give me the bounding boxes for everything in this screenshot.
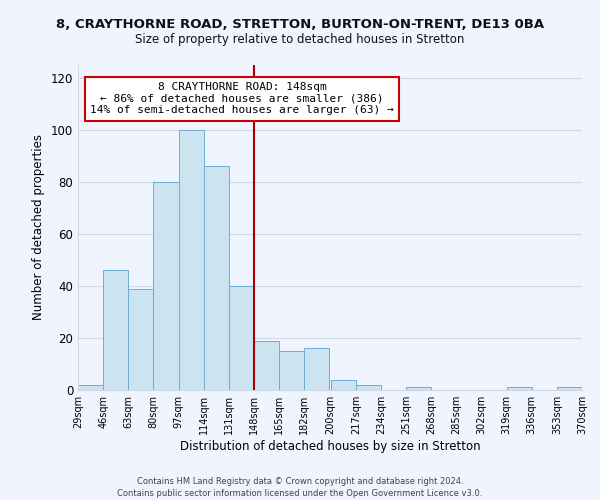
Bar <box>229 286 254 390</box>
Text: 8, CRAYTHORNE ROAD, STRETTON, BURTON-ON-TRENT, DE13 0BA: 8, CRAYTHORNE ROAD, STRETTON, BURTON-ON-… <box>56 18 544 30</box>
Bar <box>103 270 128 390</box>
Y-axis label: Number of detached properties: Number of detached properties <box>32 134 45 320</box>
Bar <box>406 388 431 390</box>
Bar <box>203 166 229 390</box>
Bar <box>557 388 582 390</box>
Bar <box>154 182 179 390</box>
Bar <box>304 348 329 390</box>
Bar <box>78 385 103 390</box>
Bar <box>254 340 279 390</box>
Bar <box>356 385 381 390</box>
Bar <box>128 288 154 390</box>
Bar <box>179 130 203 390</box>
Text: Size of property relative to detached houses in Stretton: Size of property relative to detached ho… <box>136 32 464 46</box>
Bar <box>279 351 304 390</box>
Text: 8 CRAYTHORNE ROAD: 148sqm
← 86% of detached houses are smaller (386)
14% of semi: 8 CRAYTHORNE ROAD: 148sqm ← 86% of detac… <box>90 82 394 116</box>
Bar <box>506 388 532 390</box>
Bar <box>331 380 356 390</box>
Text: Contains HM Land Registry data © Crown copyright and database right 2024.: Contains HM Land Registry data © Crown c… <box>137 478 463 486</box>
Text: Contains public sector information licensed under the Open Government Licence v3: Contains public sector information licen… <box>118 489 482 498</box>
X-axis label: Distribution of detached houses by size in Stretton: Distribution of detached houses by size … <box>179 440 481 453</box>
